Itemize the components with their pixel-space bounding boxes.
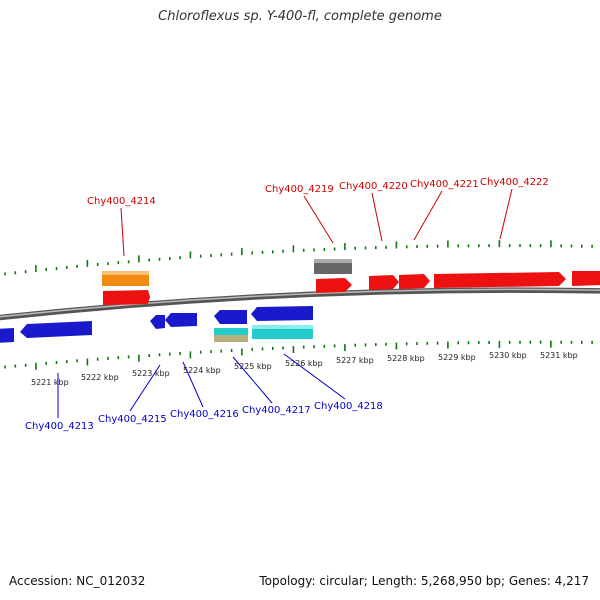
gene-orange-highlight <box>102 271 149 275</box>
scale-label: 5222 kbp <box>81 373 119 382</box>
genome-backbone-highlight <box>0 288 600 318</box>
gene-cyan-highlight <box>252 325 313 329</box>
gene-gray-highlight <box>314 259 352 263</box>
scale-label: 5221 kbp <box>31 378 69 387</box>
gene-label[interactable]: Chy400_4220 <box>339 181 408 192</box>
leader-line <box>120 207 125 257</box>
leader-line <box>303 195 334 244</box>
gene-label[interactable]: Chy400_4213 <box>25 421 94 432</box>
scale-label: 5229 kbp <box>438 353 476 362</box>
gene-chy400-4216[interactable] <box>214 310 247 324</box>
scale-label: 5231 kbp <box>540 351 578 360</box>
gene-chy400-4217[interactable] <box>251 306 313 321</box>
gene-cyan-small[interactable] <box>214 328 248 335</box>
scale-label: 5230 kbp <box>489 351 527 360</box>
forward-tick-row <box>4 240 593 276</box>
gene-chy400-4215b[interactable] <box>165 313 197 327</box>
genome-summary-text: Topology: circular; Length: 5,268,950 bp… <box>259 574 589 588</box>
gene-label[interactable]: Chy400_4221 <box>410 179 479 190</box>
genome-title: Chloroflexus sp. Y-400-fl, complete geno… <box>158 9 442 24</box>
scale-label: 5225 kbp <box>234 362 272 371</box>
gene-chy400-4214[interactable] <box>103 290 150 305</box>
leader-line <box>232 356 273 404</box>
forward-label-leaders <box>120 188 513 257</box>
leader-line <box>371 192 383 242</box>
reverse-genes <box>0 306 313 343</box>
gene-label[interactable]: Chy400_4217 <box>242 405 311 416</box>
leader-line <box>283 353 346 400</box>
forward-gene-labels: Chy400_4214 Chy400_4219 Chy400_4220 Chy4… <box>87 177 549 207</box>
gene-label[interactable]: Chy400_4219 <box>265 184 334 195</box>
gene-khaki[interactable] <box>214 335 248 342</box>
gene-label[interactable]: Chy400_4216 <box>170 409 239 420</box>
scale-label: 5228 kbp <box>387 354 425 363</box>
genome-backbone <box>0 287 600 321</box>
gene-label[interactable]: Chy400_4218 <box>314 401 383 412</box>
gene-chy400-4215[interactable] <box>150 315 165 329</box>
scale-label: 5223 kbp <box>132 369 170 378</box>
reverse-label-leaders <box>57 353 346 418</box>
reverse-gene-labels: Chy400_4213 Chy400_4215 Chy400_4216 Chy4… <box>25 401 383 432</box>
scale-labels: 5221 kbp 5222 kbp 5223 kbp 5224 kbp 5225… <box>31 351 578 387</box>
gene-label[interactable]: Chy400_4222 <box>480 177 549 188</box>
scale-label: 5227 kbp <box>336 356 374 365</box>
leader-line <box>182 361 204 408</box>
gene-reverse-partial[interactable] <box>0 328 14 343</box>
gene-chy400-4213[interactable] <box>20 321 92 338</box>
reverse-tick-row <box>4 340 593 370</box>
gene-chy400-4220[interactable] <box>369 275 399 290</box>
gene-label[interactable]: Chy400_4214 <box>87 196 156 207</box>
accession-text: Accession: NC_012032 <box>9 574 146 588</box>
scale-label: 5224 kbp <box>183 366 221 375</box>
leader-line <box>499 188 513 240</box>
scale-label: 5226 kbp <box>285 359 323 368</box>
forward-genes <box>102 259 600 305</box>
gene-chy400-4219[interactable] <box>316 278 352 293</box>
leader-line <box>413 190 443 241</box>
gene-chy400-4221[interactable] <box>399 274 430 289</box>
gene-chy400-4222[interactable] <box>434 272 566 288</box>
gene-forward-partial[interactable] <box>572 271 600 286</box>
leader-line <box>129 364 161 412</box>
gene-label[interactable]: Chy400_4215 <box>98 414 167 425</box>
